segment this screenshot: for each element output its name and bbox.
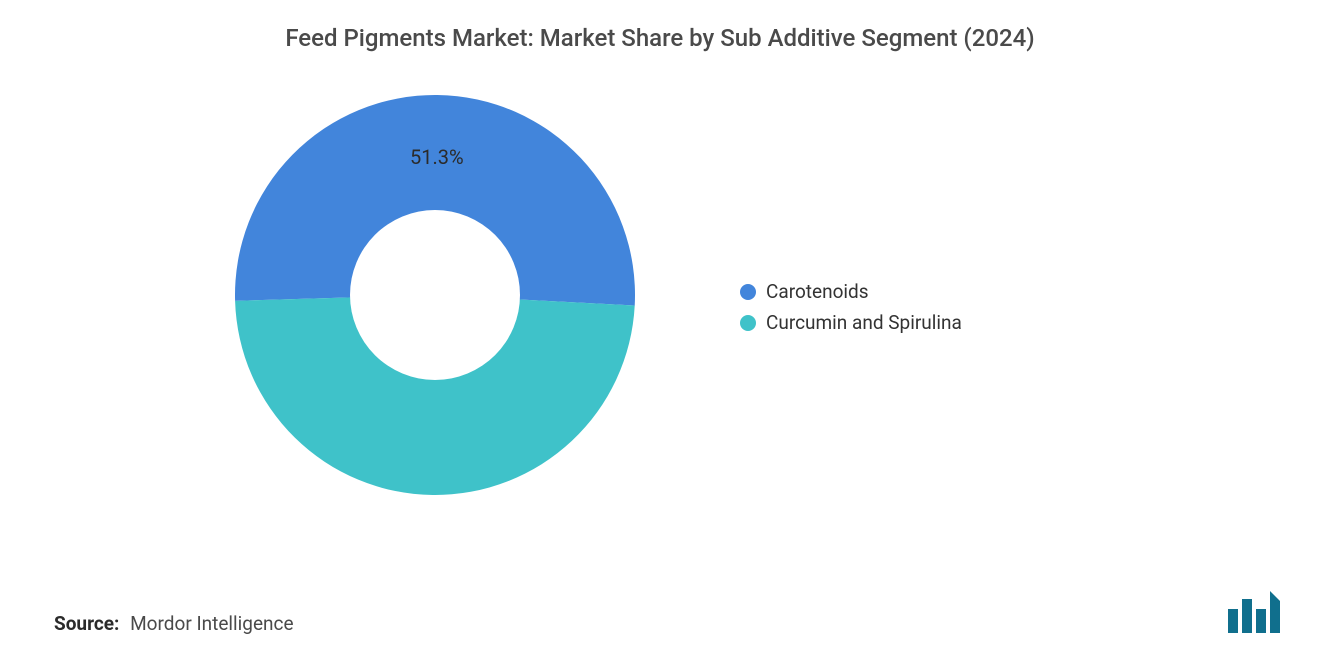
- legend-label: Curcumin and Spirulina: [766, 311, 962, 334]
- source-text: Mordor Intelligence: [130, 612, 293, 635]
- source-line: Source: Mordor Intelligence: [54, 612, 294, 635]
- legend: Carotenoids Curcumin and Spirulina: [740, 280, 962, 342]
- brand-logo-icon: [1226, 591, 1290, 637]
- donut-chart: 51.3%: [235, 95, 635, 499]
- legend-label: Carotenoids: [766, 280, 869, 303]
- chart-title: Feed Pigments Market: Market Share by Su…: [0, 24, 1320, 52]
- legend-swatch-icon: [740, 284, 756, 300]
- source-prefix: Source:: [54, 612, 119, 635]
- legend-item: Curcumin and Spirulina: [740, 311, 962, 334]
- slice-pct-label: 51.3%: [410, 145, 464, 169]
- legend-item: Carotenoids: [740, 280, 962, 303]
- legend-swatch-icon: [740, 315, 756, 331]
